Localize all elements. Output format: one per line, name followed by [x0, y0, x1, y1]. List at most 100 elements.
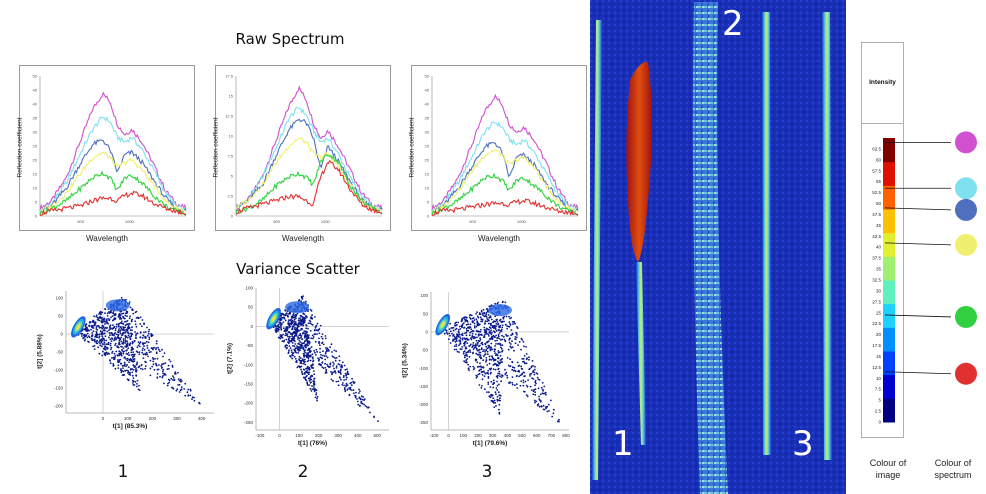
scatter-point: [463, 318, 466, 320]
scatter-point: [96, 339, 98, 342]
scatter-point: [112, 311, 115, 314]
scatter-point: [113, 318, 116, 320]
scatter-point: [290, 351, 293, 353]
scatter-point: [461, 338, 464, 341]
spectrum-series-line: [39, 170, 187, 216]
scatter-point: [288, 345, 291, 347]
colorbar-tick-label: 15: [876, 354, 882, 359]
scatter-point: [118, 328, 120, 330]
scatter-point: [493, 331, 496, 334]
scatter-point: [134, 380, 137, 383]
scatter-point: [87, 340, 89, 343]
scatter-point: [86, 336, 89, 339]
scatter-point: [129, 329, 132, 332]
scatter-point: [558, 418, 560, 421]
scatter-point: [529, 367, 531, 370]
scatter-point: [144, 337, 147, 339]
scatter-point: [145, 351, 148, 354]
scatter-point: [470, 330, 473, 333]
scatter-point: [293, 318, 296, 321]
scatter-point: [293, 331, 296, 334]
scatter-point: [487, 383, 490, 385]
scatter-point: [131, 329, 133, 331]
scatter-point: [104, 312, 106, 315]
scatter-point: [517, 344, 519, 346]
scatter-point: [293, 335, 296, 338]
scatter-point: [189, 394, 192, 397]
scatter-point: [130, 351, 133, 354]
scatter-point: [307, 322, 310, 325]
scatter-point: [115, 323, 118, 326]
scatter-point: [481, 341, 483, 344]
scatter-point: [109, 342, 112, 345]
scatter-point: [472, 337, 475, 340]
scatter-point: [492, 379, 495, 382]
scatter-point: [140, 367, 142, 370]
scatter-point: [472, 330, 475, 333]
colorbar-tick-label: 32.5: [872, 278, 881, 283]
scatter-point: [340, 378, 342, 381]
scatter-point: [322, 350, 324, 353]
scatter-point: [284, 314, 287, 317]
scatter-point: [191, 396, 194, 399]
scatter-point: [473, 367, 476, 369]
scatter-point: [463, 322, 465, 324]
scatter-point: [511, 360, 514, 363]
scatter-point: [357, 403, 360, 406]
scatter-point: [464, 354, 466, 357]
scatter-point: [500, 380, 502, 383]
scatter-point: [487, 314, 490, 316]
scatter-point: [472, 344, 474, 346]
scatter-point: [117, 329, 120, 332]
colorbar-tick-label: 42.5: [872, 234, 881, 239]
scatter-point: [311, 388, 314, 390]
scatter-point: [140, 364, 143, 367]
colorbar-tick-label: 30: [876, 288, 882, 293]
y-tick-label: -100: [54, 367, 64, 372]
scatter-point: [114, 313, 116, 316]
scatter-point: [518, 375, 520, 378]
scatter-point: [535, 400, 538, 403]
scatter-point: [494, 328, 497, 330]
scatter-point: [139, 341, 142, 344]
scatter-point: [137, 341, 140, 343]
scatter-point: [483, 336, 486, 338]
scatter-point: [455, 348, 458, 351]
scatter-point: [318, 337, 320, 340]
scatter-point: [88, 336, 91, 339]
y-tick-label: 20: [425, 158, 430, 163]
scatter-point: [496, 302, 499, 305]
scatter-point: [106, 315, 109, 317]
scatter-point: [292, 352, 295, 354]
scatter-point: [532, 364, 534, 367]
scatter-point: [472, 321, 475, 323]
scatter-point: [307, 337, 310, 339]
scatter-point: [315, 348, 318, 351]
scatter-point: [124, 314, 127, 317]
scatter-point: [128, 317, 131, 320]
scatter-point: [541, 381, 544, 384]
scatter-point: [487, 381, 490, 384]
scatter-point: [98, 319, 101, 322]
scatter-point: [123, 364, 126, 367]
scatter-point: [346, 368, 348, 371]
scatter-point: [310, 381, 312, 384]
scatter-point: [177, 378, 180, 380]
scatter-point: [490, 318, 493, 321]
scatter-point: [320, 357, 323, 359]
x-tick-label: 200: [474, 433, 482, 438]
scatter-point: [291, 342, 294, 344]
scatter-point: [468, 355, 471, 358]
scatter-point: [101, 335, 104, 338]
scatter-point: [285, 338, 288, 341]
scatter-point: [312, 380, 315, 382]
scatter-point: [142, 343, 144, 346]
scatter-point: [127, 327, 129, 330]
scatter-point: [307, 356, 309, 359]
scatter-point: [499, 354, 502, 357]
scatter-point: [540, 386, 543, 389]
scatter-point: [351, 377, 353, 380]
scatter-point: [131, 346, 134, 349]
scatter-point: [95, 326, 98, 328]
